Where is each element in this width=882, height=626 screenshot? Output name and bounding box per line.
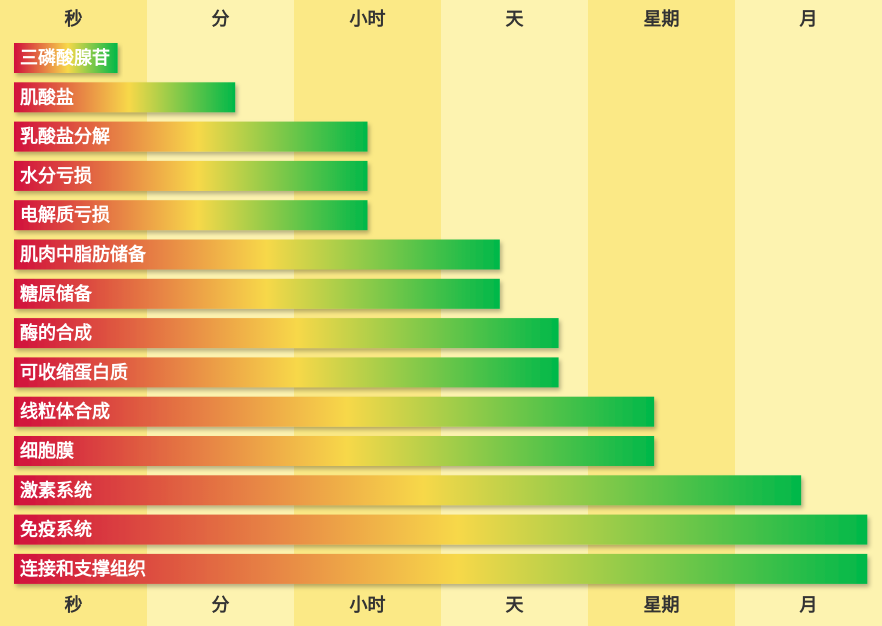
- bar: [14, 43, 118, 73]
- bar-label: 酶的合成: [20, 322, 92, 344]
- bar: [14, 514, 868, 545]
- bar-label: 电解质亏损: [20, 204, 110, 226]
- bar: [14, 200, 368, 231]
- bar-label: 激素系统: [20, 479, 92, 501]
- time-tick-label: 天: [506, 9, 525, 30]
- bar-label: 乳酸盐分解: [20, 126, 110, 148]
- time-tick-label: 星期: [644, 595, 680, 616]
- bar: [14, 160, 368, 191]
- bottom-axis: 秒 分 小时 天 星期 月: [65, 594, 818, 616]
- bar-label: 肌酸盐: [20, 86, 74, 108]
- time-tick-label: 月: [799, 9, 818, 30]
- bar-label: 细胞膜: [20, 440, 74, 462]
- bar: [14, 357, 559, 388]
- bar: [14, 82, 236, 113]
- bar-label: 连接和支撑组织: [20, 558, 146, 580]
- time-tick-label: 秒: [65, 8, 83, 30]
- top-axis: 秒 分 小时 天 星期 月: [65, 8, 818, 30]
- bar-label: 肌肉中脂肪储备: [20, 244, 147, 266]
- time-tick-label: 分: [212, 595, 230, 616]
- time-tick-label: 小时: [350, 595, 386, 616]
- bar: [14, 396, 655, 427]
- time-tick-label: 分: [212, 9, 230, 30]
- bar-label: 糖原储备: [20, 283, 93, 305]
- time-tick-label: 星期: [644, 9, 680, 30]
- time-tick-label: 小时: [350, 9, 386, 30]
- bar: [14, 278, 500, 309]
- bar-label: 线粒体合成: [20, 401, 110, 423]
- bar: [14, 239, 500, 270]
- bar: [14, 553, 868, 584]
- bar-label: 水分亏损: [20, 165, 92, 187]
- bar: [14, 475, 802, 506]
- bars-group: 三磷酸腺苷肌酸盐乳酸盐分解水分亏损电解质亏损肌肉中脂肪储备糖原储备酶的合成可收缩…: [14, 43, 868, 584]
- bar-label: 三磷酸腺苷: [20, 47, 110, 69]
- bar-label: 可收缩蛋白质: [20, 361, 128, 383]
- time-tick-label: 月: [799, 595, 818, 616]
- time-tick-label: 秒: [65, 594, 83, 616]
- bar: [14, 121, 368, 152]
- bar: [14, 436, 655, 466]
- bar: [14, 318, 559, 349]
- bar-label: 免疫系统: [20, 519, 92, 541]
- time-tick-label: 天: [506, 595, 525, 616]
